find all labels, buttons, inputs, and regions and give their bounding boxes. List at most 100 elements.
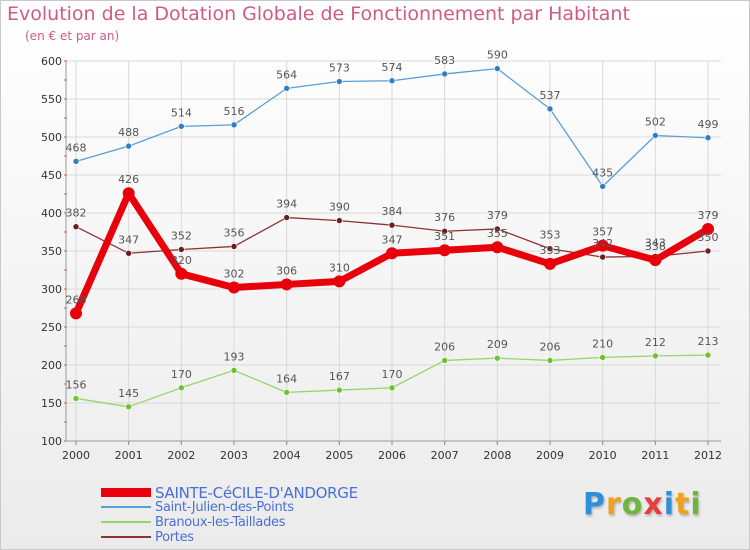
data-point: [336, 386, 343, 394]
x-tick-label: 2012: [694, 449, 722, 462]
data-point: [386, 247, 398, 260]
data-point: [72, 223, 80, 230]
data-label: 350: [698, 231, 719, 244]
data-label: 268: [66, 293, 87, 306]
legend-item: Saint-Julien-des-Points: [101, 500, 431, 515]
data-label: 537: [540, 89, 561, 102]
data-point: [283, 85, 290, 92]
data-point: [122, 187, 135, 200]
chart-subtitle: (en € et par an): [25, 29, 120, 43]
x-tick-label: 2005: [325, 449, 353, 462]
data-point: [178, 123, 185, 130]
data-label: 338: [645, 240, 666, 253]
chart-legend: SAINTE-CéCILE-D'ANDORGE Saint-Julien-des-…: [101, 484, 431, 545]
logo-letter: i: [690, 487, 702, 522]
data-label: 351: [434, 230, 455, 243]
data-label: 145: [118, 387, 139, 400]
y-tick-label: 350: [41, 245, 62, 258]
data-point: [544, 257, 556, 270]
data-point: [72, 158, 80, 165]
data-label: 435: [592, 166, 613, 179]
data-point: [546, 245, 554, 253]
data-point: [70, 307, 82, 320]
data-point: [494, 65, 501, 72]
data-label: 382: [66, 207, 87, 220]
x-tick-label: 2002: [167, 449, 195, 462]
data-label: 357: [592, 226, 613, 239]
chart-title: Evolution de la Dotation Globale de Fonc…: [7, 3, 630, 25]
data-point: [441, 357, 448, 364]
data-label: 590: [487, 49, 508, 62]
data-point: [230, 367, 238, 374]
data-label: 170: [382, 368, 403, 381]
data-point: [333, 275, 346, 288]
data-point: [494, 354, 501, 362]
data-label: 212: [645, 336, 666, 349]
data-point: [72, 395, 80, 402]
x-tick-label: 2001: [115, 449, 143, 462]
data-label: 210: [592, 337, 613, 350]
x-tick-label: 2011: [641, 449, 669, 462]
legend-swatch: [101, 536, 151, 538]
legend-swatch: [101, 487, 151, 497]
data-point: [283, 214, 290, 221]
data-label: 164: [276, 372, 297, 385]
data-point: [336, 217, 343, 224]
data-label: 376: [434, 211, 455, 224]
data-label: 302: [224, 267, 245, 280]
data-label: 564: [276, 68, 297, 81]
y-tick-label: 600: [41, 55, 62, 68]
y-tick-label: 550: [41, 93, 62, 106]
x-tick-label: 2009: [536, 449, 564, 462]
data-point: [228, 281, 240, 294]
data-label: 379: [698, 209, 719, 222]
legend-item: Branoux-les-Taillades: [101, 515, 431, 530]
data-label: 583: [434, 54, 455, 67]
data-label: 573: [329, 62, 350, 75]
data-point: [546, 105, 554, 113]
data-label: 426: [118, 173, 139, 186]
data-point: [599, 253, 606, 261]
data-label: 347: [382, 233, 403, 246]
y-tick-label: 450: [41, 169, 62, 182]
data-point: [704, 134, 712, 142]
legend-label: SAINTE-CéCILE-D'ANDORGE: [155, 484, 358, 502]
logo-letter: i: [663, 487, 676, 522]
legend-swatch: [101, 521, 151, 523]
data-label: 347: [118, 233, 139, 246]
data-label: 306: [276, 264, 297, 277]
data-label: 488: [118, 126, 139, 139]
data-point: [704, 351, 712, 359]
legend-label: Portes: [155, 530, 194, 545]
data-label: 468: [66, 141, 87, 154]
data-point: [125, 142, 132, 150]
data-label: 170: [171, 368, 192, 381]
data-label: 206: [434, 340, 455, 353]
data-point: [178, 384, 185, 392]
proxiti-logo: Proxiti: [583, 487, 702, 522]
data-label: 193: [224, 350, 245, 363]
data-label: 343: [645, 236, 666, 249]
data-point: [652, 352, 659, 360]
data-point: [125, 249, 132, 257]
data-label: 379: [487, 209, 508, 222]
data-point: [388, 384, 396, 392]
x-tick-label: 2008: [483, 449, 511, 462]
logo-letter: t: [675, 487, 691, 522]
data-point: [125, 403, 132, 411]
data-label: 310: [329, 261, 350, 274]
data-point: [280, 278, 293, 291]
data-label: 355: [487, 227, 508, 240]
data-point: [438, 244, 451, 257]
data-point: [441, 70, 448, 78]
data-point: [178, 246, 185, 253]
legend-swatch: [101, 506, 151, 508]
data-point: [441, 227, 448, 235]
data-point: [596, 239, 609, 252]
data-point: [491, 241, 504, 254]
x-tick-label: 2003: [220, 449, 248, 462]
data-point: [336, 78, 343, 85]
data-label: 167: [329, 370, 350, 383]
data-label: 320: [171, 254, 192, 267]
data-label: 499: [698, 118, 719, 131]
